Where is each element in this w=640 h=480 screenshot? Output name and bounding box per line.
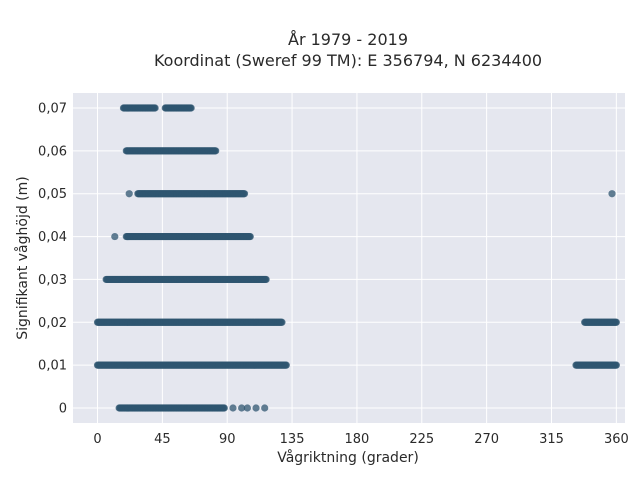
data-point	[261, 404, 269, 412]
y-tick-label: 0	[59, 402, 67, 417]
x-tick-label: 225	[409, 432, 434, 447]
y-axis-title: Signifikant våghöjd (m)	[14, 176, 31, 339]
data-point	[187, 104, 195, 112]
data-point	[125, 190, 133, 198]
data-point	[111, 232, 119, 241]
x-axis-ticks: 0 45 90 135 180 225 270 315 360	[93, 432, 628, 447]
plot-area	[73, 93, 625, 423]
data-point	[612, 318, 620, 326]
chart-title-line-2: Koordinat (Sweref 99 TM): E 356794, N 62…	[154, 51, 542, 70]
x-tick-label: 360	[604, 432, 629, 447]
x-tick-label: 45	[154, 432, 171, 447]
data-point	[612, 361, 620, 369]
x-tick-label: 270	[474, 432, 499, 447]
data-point	[151, 104, 159, 112]
x-tick-label: 180	[345, 432, 370, 447]
x-axis-title: Vågriktning (grader)	[277, 449, 419, 466]
y-axis-ticks: 0 0,01 0,02 0,03 0,04 0,05 0,06 0,07	[38, 102, 67, 417]
x-tick-label: 135	[280, 432, 305, 447]
y-tick-label: 0,06	[38, 144, 67, 159]
data-point	[238, 404, 246, 412]
y-tick-label: 0,01	[38, 359, 67, 374]
data-point	[220, 404, 228, 412]
x-tick-label: 0	[93, 432, 101, 447]
y-tick-label: 0,05	[38, 187, 67, 202]
data-point	[229, 404, 237, 412]
data-point	[246, 232, 254, 241]
x-tick-label: 315	[539, 432, 564, 447]
y-tick-label: 0,04	[38, 230, 67, 245]
data-point	[608, 190, 616, 198]
y-tick-label: 0,03	[38, 273, 67, 288]
data-point	[240, 190, 249, 198]
data-point	[262, 275, 270, 284]
data-point	[282, 361, 290, 369]
data-point	[212, 147, 220, 155]
data-point	[278, 318, 286, 326]
chart-title-line-1: År 1979 - 2019	[288, 30, 408, 49]
data-point	[252, 404, 260, 412]
x-tick-label: 90	[219, 432, 236, 447]
data-points	[93, 104, 620, 412]
data-point	[243, 404, 251, 412]
y-tick-label: 0,02	[38, 316, 67, 331]
y-tick-label: 0,07	[38, 102, 67, 117]
